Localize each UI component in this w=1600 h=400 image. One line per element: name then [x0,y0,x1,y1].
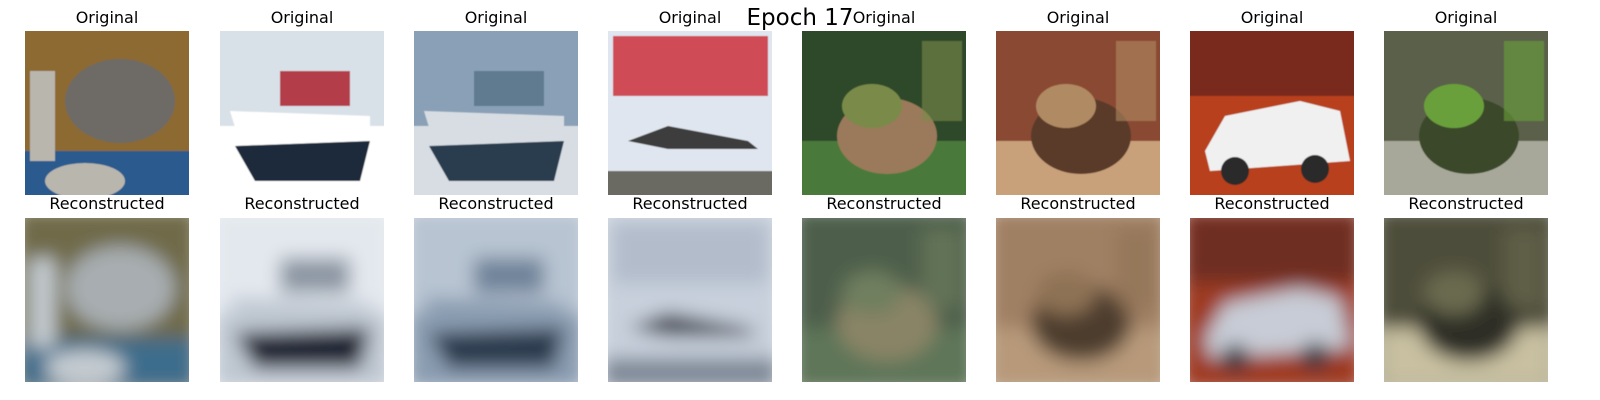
original-title-6: Original [1046,8,1110,27]
original-image-8 [1384,31,1548,195]
frog-original-picture [802,31,966,195]
reconstructed-title-4: Reconstructed [632,194,748,213]
car-reconstructed-picture [1190,218,1354,382]
reconstructed-image-4 [608,218,772,382]
original-image-6 [996,31,1160,195]
reconstructed-title-8: Reconstructed [1408,194,1524,213]
reconstructed-title-6: Reconstructed [1020,194,1136,213]
reconstructed-title-7: Reconstructed [1214,194,1330,213]
car-original-picture [1190,31,1354,195]
reconstructed-image-5 [802,218,966,382]
original-image-7 [1190,31,1354,195]
reconstructed-image-1 [25,218,189,382]
reconstructed-image-2 [220,218,384,382]
original-image-5 [802,31,966,195]
original-title-1: Original [75,8,139,27]
reconstructed-image-8 [1384,218,1548,382]
airplane-reconstructed-picture [608,218,772,382]
frog-reconstructed-picture [1384,218,1548,382]
reconstructed-title-5: Reconstructed [826,194,942,213]
original-image-3 [414,31,578,195]
cat-original-picture [25,31,189,195]
reconstructed-title-2: Reconstructed [244,194,360,213]
original-image-2 [220,31,384,195]
frog-reconstructed-picture [802,218,966,382]
cat-reconstructed-picture [25,218,189,382]
reconstructed-title-3: Reconstructed [438,194,554,213]
reconstructed-title-1: Reconstructed [49,194,165,213]
ship-reconstructed-picture [220,218,384,382]
original-title-8: Original [1434,8,1498,27]
original-title-2: Original [270,8,334,27]
figure-title: Epoch 17 [746,5,854,31]
original-title-7: Original [1240,8,1304,27]
frog-original-picture [996,31,1160,195]
original-image-1 [25,31,189,195]
reconstructed-image-7 [1190,218,1354,382]
frog-reconstructed-picture [996,218,1160,382]
original-title-4: Original [658,8,722,27]
ship-original-picture [414,31,578,195]
ship-original-picture [220,31,384,195]
original-image-4 [608,31,772,195]
reconstructed-image-3 [414,218,578,382]
airplane-original-picture [608,31,772,195]
reconstructed-image-6 [996,218,1160,382]
ship-reconstructed-picture [414,218,578,382]
frog-original-picture [1384,31,1548,195]
original-title-3: Original [464,8,528,27]
original-title-5: Original [852,8,916,27]
